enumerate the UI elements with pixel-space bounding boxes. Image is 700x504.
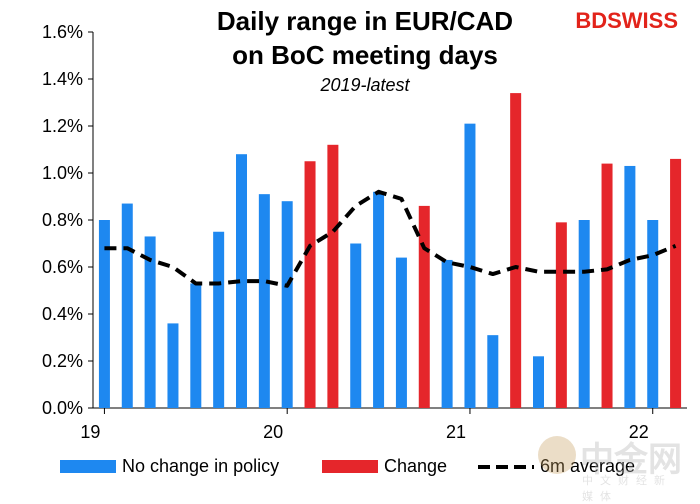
bar-change [670, 158, 682, 408]
y-tick-label: 0.8% [42, 210, 83, 230]
watermark-text: 中金网 [580, 441, 682, 479]
chart-subtitle: 2019-latest [320, 75, 410, 95]
legend-label-6m-average: 6m average [540, 456, 636, 476]
legend-label-change: Change [384, 456, 448, 476]
line-6m-average [104, 189, 677, 288]
y-tick-label: 1.4% [42, 69, 83, 89]
watermark-logo-icon [538, 436, 576, 474]
legend-item-change: Change [322, 456, 447, 477]
bar-no-change [121, 203, 133, 408]
bar-no-change [624, 165, 636, 408]
bar-change [418, 205, 430, 408]
legend-item-6m-average: 6m average [478, 456, 635, 477]
bar-no-change [395, 257, 407, 408]
bar-no-change [281, 201, 293, 408]
y-tick-label: 0.0% [42, 398, 83, 418]
y-tick-label: 0.4% [42, 304, 83, 324]
bar-change [510, 93, 522, 408]
legend-label-no-change: No change in policy [122, 456, 280, 476]
chart-legend: No change in policy Change 6m average [0, 456, 700, 482]
x-tick-label: 20 [263, 422, 283, 442]
watermark-subtext: 中文财经新媒体 [582, 475, 672, 503]
bar-no-change [464, 123, 476, 409]
x-tick-label: 21 [446, 422, 466, 442]
x-tick-label: 19 [80, 422, 100, 442]
bar-no-change [647, 220, 659, 408]
brand-logo: BDSWISS [575, 8, 678, 34]
bar-no-change [236, 154, 247, 408]
bar-no-change [487, 335, 499, 408]
bar-no-change [578, 220, 590, 408]
bar-no-change [167, 323, 179, 408]
bar-no-change [144, 236, 156, 408]
bar-change [327, 144, 339, 409]
y-tick-label: 1.2% [42, 116, 83, 136]
chart-title-line-2: on BoC meeting days [232, 40, 498, 70]
y-tick-label: 0.6% [42, 257, 83, 277]
bar-no-change [373, 191, 385, 408]
bar-change [304, 161, 316, 408]
x-tick-label: 22 [629, 422, 649, 442]
legend-item-no-change: No change in policy [60, 456, 279, 477]
bar-no-change [213, 231, 225, 408]
brand-logo-part1: BD [575, 8, 608, 33]
watermark: 中金网 中文财经新媒体 [536, 428, 686, 503]
bar-no-change [258, 194, 270, 408]
legend-swatch-no-change [60, 460, 116, 473]
bar-no-change [350, 243, 362, 408]
bar-change [601, 163, 613, 408]
y-tick-label: 1.6% [42, 22, 83, 42]
brand-logo-part2: SWISS [607, 8, 678, 33]
legend-swatch-6m-average [478, 464, 534, 469]
legend-swatch-change [322, 460, 378, 473]
bar-no-change [190, 283, 202, 408]
y-tick-label: 0.2% [42, 351, 83, 371]
y-tick-label: 1.0% [42, 163, 83, 183]
bar-no-change [533, 356, 544, 408]
chart-title-line-1: Daily range in EUR/CAD [216, 6, 514, 36]
bar-no-change [441, 259, 453, 408]
bar-change [555, 222, 567, 408]
bar-no-change [98, 220, 110, 408]
